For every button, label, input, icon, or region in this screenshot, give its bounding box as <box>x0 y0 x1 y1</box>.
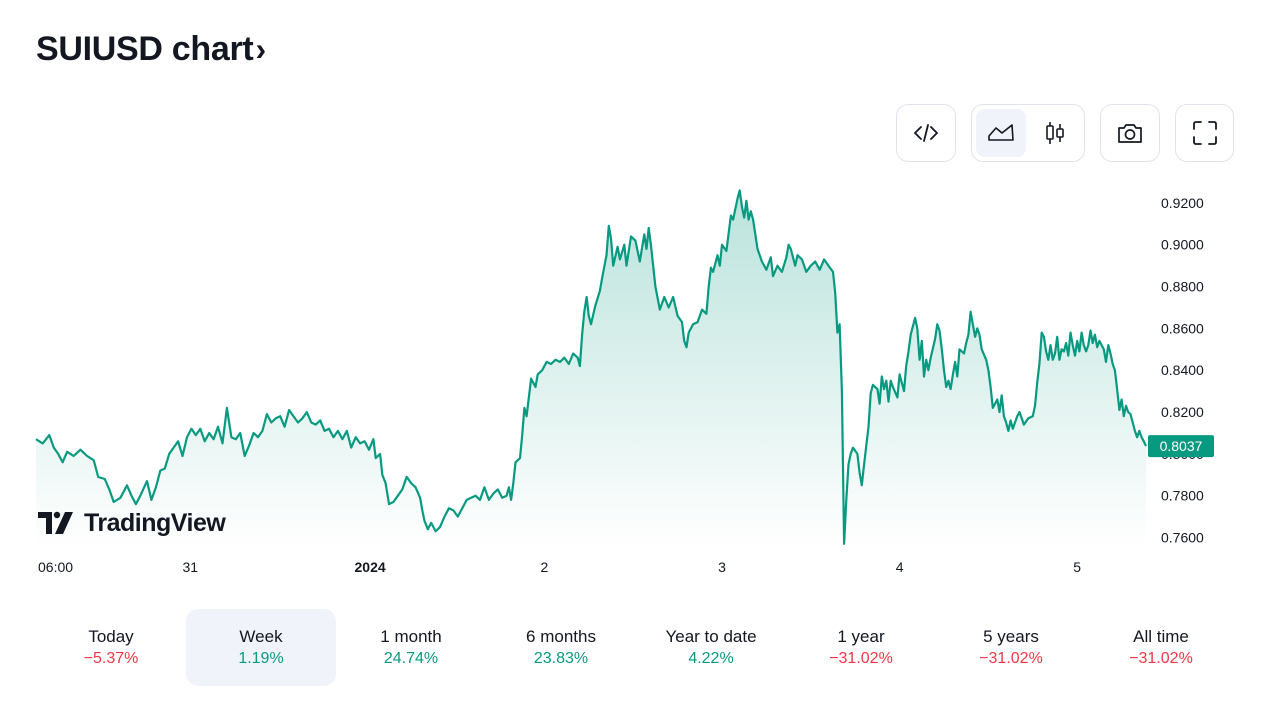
period-change: −31.02% <box>1129 649 1193 667</box>
period-label: All time <box>1133 626 1189 646</box>
x-tick-label: 5 <box>1073 559 1081 575</box>
chart-title-link[interactable]: SUIUSD chart› <box>36 30 266 69</box>
period-label: 5 years <box>983 626 1039 646</box>
price-line <box>35 189 1147 545</box>
period-change: −31.02% <box>979 649 1043 667</box>
x-tick-label: 06:00 <box>38 559 73 575</box>
performance-periods: Today −5.37% Week 1.19% 1 month 24.74% 6 month… <box>36 609 1246 686</box>
y-tick-label: 0.9200 <box>1161 195 1204 211</box>
price-area-fill <box>36 190 1146 548</box>
period-label: Year to date <box>665 626 757 646</box>
period-today[interactable]: Today −5.37% <box>36 609 186 686</box>
x-tick-label: 31 <box>183 559 199 575</box>
period-year-to-date[interactable]: Year to date 4.22% <box>636 609 786 686</box>
code-icon <box>914 124 938 142</box>
x-tick-label: 4 <box>896 559 904 575</box>
y-tick-label: 0.8600 <box>1161 320 1204 336</box>
y-tick-label: 0.7600 <box>1161 530 1204 546</box>
period-change: 24.74% <box>383 649 439 667</box>
candlestick-icon <box>1046 122 1064 144</box>
y-axis: 0.76000.78000.80000.82000.84000.86000.88… <box>1161 195 1204 546</box>
embed-button[interactable] <box>896 104 956 162</box>
camera-icon <box>1118 124 1142 143</box>
area-style-button[interactable] <box>976 109 1026 157</box>
period-label: Today <box>88 626 134 646</box>
period-change: 23.83% <box>533 649 589 667</box>
period-label: 1 year <box>837 626 885 646</box>
period-change: 4.22% <box>688 649 734 667</box>
period-change: 1.19% <box>238 649 284 667</box>
y-tick-label: 0.7800 <box>1161 488 1204 504</box>
tradingview-watermark: TradingView <box>38 509 227 537</box>
fullscreen-icon <box>1192 121 1217 145</box>
watermark-text: TradingView <box>84 509 226 537</box>
y-tick-label: 0.9000 <box>1161 237 1204 253</box>
period-label: 6 months <box>526 626 596 646</box>
x-tick-label: 3 <box>718 559 726 575</box>
period-1-year[interactable]: 1 year −31.02% <box>786 609 936 686</box>
period-6-months[interactable]: 6 months 23.83% <box>486 609 636 686</box>
period-1-month[interactable]: 1 month 24.74% <box>336 609 486 686</box>
area-chart-icon <box>988 124 1014 141</box>
page-title: SUIUSD chart <box>36 30 254 68</box>
fullscreen-button[interactable] <box>1175 104 1234 162</box>
price-chart[interactable]: 0.76000.78000.80000.82000.84000.86000.88… <box>0 170 1280 590</box>
y-tick-label: 0.8800 <box>1161 279 1204 295</box>
period-change: −31.02% <box>829 649 893 667</box>
candles-style-button[interactable] <box>1030 109 1080 157</box>
y-tick-label: 0.8400 <box>1161 362 1204 378</box>
snapshot-button[interactable] <box>1100 104 1160 162</box>
last-price-label: 0.8037 <box>1148 435 1214 458</box>
y-tick-label: 0.8200 <box>1161 404 1204 420</box>
chart-style-switcher <box>971 104 1085 162</box>
x-tick-label: 2 <box>541 559 549 575</box>
chevron-right-icon: › <box>255 31 266 67</box>
period-5-years[interactable]: 5 years −31.02% <box>936 609 1086 686</box>
x-axis: 06:00 31 2024 2 3 4 5 <box>38 559 1081 575</box>
last-price-value: 0.8037 <box>1160 438 1203 454</box>
period-label: Week <box>239 626 283 646</box>
period-change: −5.37% <box>83 649 139 667</box>
period-week[interactable]: Week 1.19% <box>186 609 336 686</box>
x-tick-label: 2024 <box>355 559 386 575</box>
period-all-time[interactable]: All time −31.02% <box>1086 609 1236 686</box>
period-label: 1 month <box>380 626 442 646</box>
